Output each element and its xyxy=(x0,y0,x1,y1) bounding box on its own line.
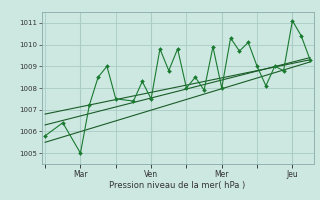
X-axis label: Pression niveau de la mer( hPa ): Pression niveau de la mer( hPa ) xyxy=(109,181,246,190)
